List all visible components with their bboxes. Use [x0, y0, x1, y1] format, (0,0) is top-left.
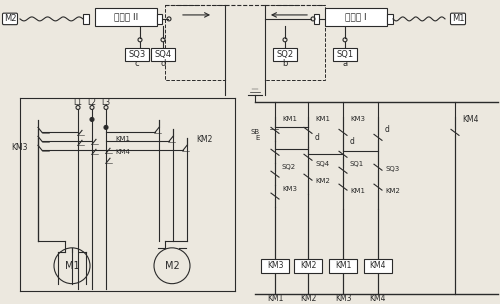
Bar	[125, 48, 149, 61]
Bar	[325, 8, 387, 26]
Text: M2: M2	[164, 261, 180, 271]
Circle shape	[90, 117, 94, 121]
Text: KM2: KM2	[300, 294, 316, 303]
Text: d: d	[350, 137, 355, 146]
Text: KM3: KM3	[350, 116, 365, 123]
Text: KM1: KM1	[115, 136, 130, 142]
Bar	[314, 14, 319, 24]
Text: M1: M1	[64, 261, 80, 271]
Text: KM3: KM3	[335, 294, 351, 303]
Bar	[261, 259, 289, 273]
Text: M1: M1	[452, 14, 464, 23]
Text: b: b	[282, 59, 288, 68]
Bar	[95, 8, 157, 26]
Text: KM1: KM1	[315, 116, 330, 123]
Text: SQ3: SQ3	[385, 166, 399, 172]
Bar	[157, 14, 162, 24]
Text: KM1: KM1	[267, 294, 283, 303]
Text: KM4: KM4	[370, 294, 386, 303]
Text: d: d	[160, 59, 166, 68]
Bar	[273, 48, 297, 61]
Bar	[83, 14, 89, 24]
Bar	[333, 48, 357, 61]
Text: KM4: KM4	[115, 149, 130, 155]
Text: KM4: KM4	[462, 115, 478, 124]
Text: E: E	[256, 135, 260, 141]
Text: d: d	[385, 125, 390, 134]
Bar	[364, 259, 392, 273]
Text: KM2: KM2	[300, 261, 316, 270]
Text: KM3: KM3	[12, 143, 28, 152]
Text: KM1: KM1	[335, 261, 351, 270]
Text: d: d	[315, 133, 320, 142]
Bar	[329, 259, 357, 273]
Text: SQ3: SQ3	[128, 50, 146, 59]
Bar	[294, 259, 322, 273]
Bar	[151, 48, 175, 61]
Text: KM1: KM1	[350, 188, 365, 194]
Text: KM3: KM3	[282, 186, 297, 192]
Text: SQ4: SQ4	[315, 161, 329, 167]
Text: KM2: KM2	[196, 135, 212, 144]
Bar	[165, 5, 225, 80]
Text: SQ1: SQ1	[336, 50, 353, 59]
Text: 动力头 I: 动力头 I	[345, 12, 367, 21]
Bar	[265, 5, 325, 80]
Text: SB: SB	[251, 130, 260, 135]
Text: SQ1: SQ1	[350, 161, 364, 167]
Text: KM2: KM2	[315, 178, 330, 184]
Circle shape	[104, 126, 108, 130]
Text: SQ2: SQ2	[276, 50, 293, 59]
Text: L3: L3	[102, 98, 110, 107]
Text: a: a	[342, 59, 347, 68]
Text: M2: M2	[4, 14, 16, 23]
Text: KM1: KM1	[282, 116, 297, 123]
Text: SQ2: SQ2	[282, 164, 296, 170]
Text: L1: L1	[74, 98, 82, 107]
Text: KM2: KM2	[385, 188, 400, 194]
Bar	[387, 14, 393, 24]
Text: KM3: KM3	[267, 261, 283, 270]
Text: KM4: KM4	[370, 261, 386, 270]
Text: c: c	[134, 59, 140, 68]
Text: SQ4: SQ4	[154, 50, 172, 59]
Text: L2: L2	[88, 98, 96, 107]
Text: 动力头 II: 动力头 II	[114, 12, 138, 21]
